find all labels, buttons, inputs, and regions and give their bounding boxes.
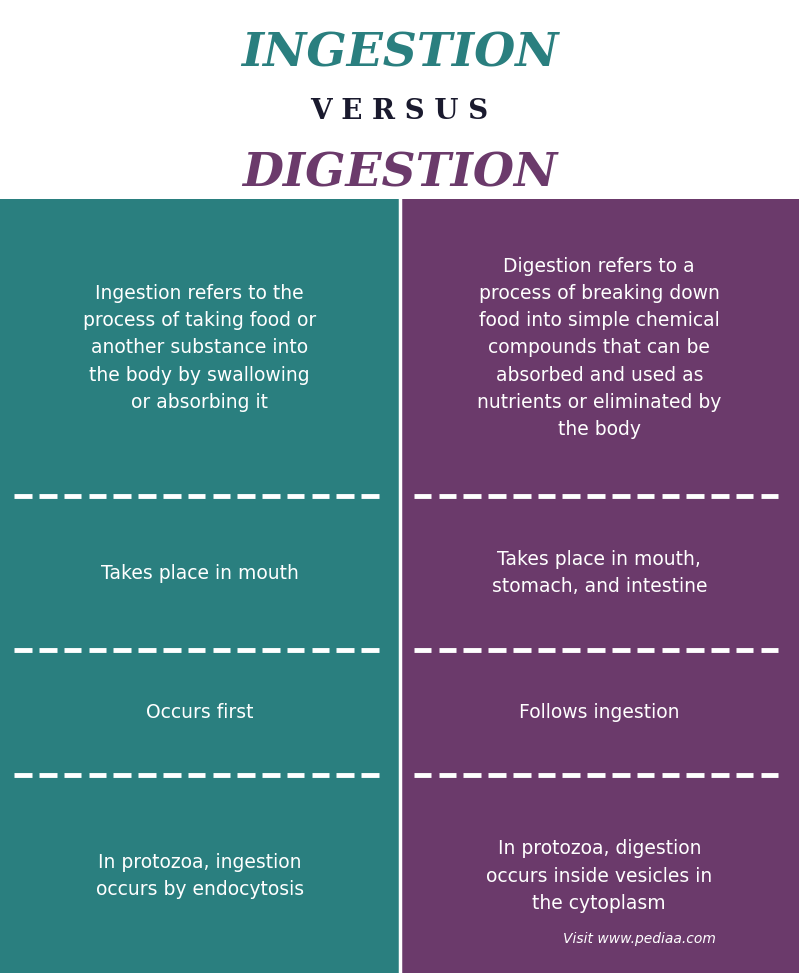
Bar: [0, 496, 400, 650]
Bar: [0, 650, 400, 775]
Text: INGESTION: INGESTION: [240, 30, 559, 77]
Text: Digestion refers to a
process of breaking down
food into simple chemical
compoun: Digestion refers to a process of breakin…: [477, 257, 721, 439]
Text: Follows ingestion: Follows ingestion: [519, 703, 679, 722]
Bar: [400, 496, 799, 650]
Text: V E R S U S: V E R S U S: [311, 98, 488, 126]
Text: Visit www.pediaa.com: Visit www.pediaa.com: [562, 932, 716, 946]
Bar: [400, 775, 799, 973]
Text: In protozoa, digestion
occurs inside vesicles in
the cytoplasm: In protozoa, digestion occurs inside ves…: [486, 840, 713, 913]
Bar: [0, 775, 400, 973]
Bar: [0, 199, 400, 496]
Text: In protozoa, ingestion
occurs by endocytosis: In protozoa, ingestion occurs by endocyt…: [96, 853, 304, 899]
Text: Occurs first: Occurs first: [146, 703, 253, 722]
Text: Takes place in mouth: Takes place in mouth: [101, 563, 299, 583]
Text: DIGESTION: DIGESTION: [242, 150, 557, 197]
Bar: [400, 650, 799, 775]
Text: Ingestion refers to the
process of taking food or
another substance into
the bod: Ingestion refers to the process of takin…: [83, 284, 316, 412]
Bar: [400, 199, 799, 496]
Text: Takes place in mouth,
stomach, and intestine: Takes place in mouth, stomach, and intes…: [491, 550, 707, 596]
